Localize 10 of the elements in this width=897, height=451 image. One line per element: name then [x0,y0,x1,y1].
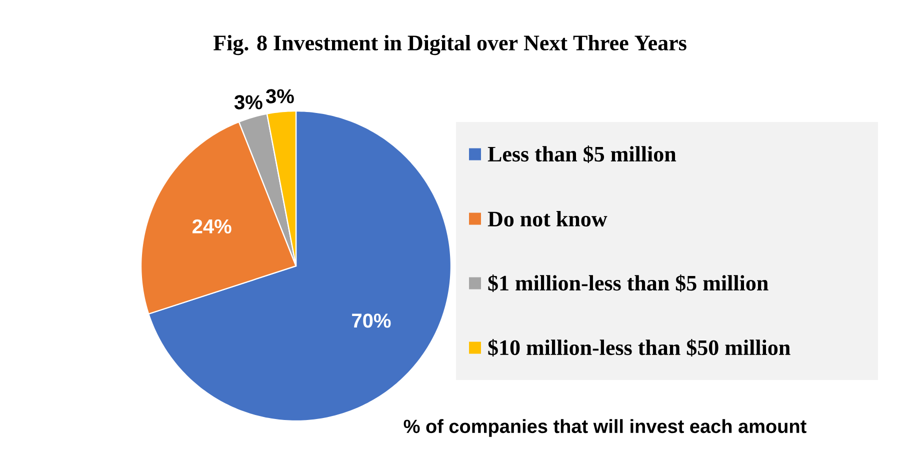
data-label: 70% [352,314,391,328]
legend-label: Do not know [488,211,608,226]
data-label: 3% [234,95,262,110]
data-label: 24% [192,219,232,234]
legend-label: $1 million-less than $5 million [488,274,768,292]
data-label: 3% [266,89,294,104]
legend-label: Less than $5 million [488,145,676,164]
chart-title: Fig. 8 Investment in Digital over Next Three Years [214,34,686,56]
text: % of companies that will invest each amount [404,419,806,437]
legend-label: $10 million-less than $50 million [488,338,790,357]
